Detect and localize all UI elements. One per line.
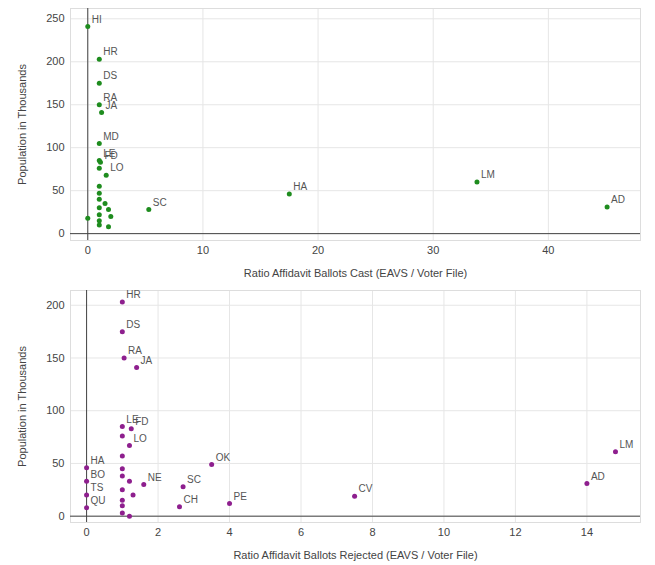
svg-text:200: 200	[46, 55, 64, 67]
svg-text:HA: HA	[293, 181, 307, 192]
svg-text:10: 10	[438, 526, 450, 538]
svg-text:DS: DS	[126, 319, 140, 330]
svg-text:Ratio Affidavit Ballots Reject: Ratio Affidavit Ballots Rejected (EAVS /…	[233, 549, 477, 561]
svg-text:SC: SC	[187, 474, 201, 485]
svg-text:HR: HR	[103, 46, 117, 57]
svg-text:NE: NE	[148, 472, 162, 483]
svg-text:8: 8	[369, 526, 375, 538]
svg-text:40: 40	[542, 244, 554, 256]
svg-text:14: 14	[581, 526, 593, 538]
svg-text:100: 100	[46, 404, 64, 416]
svg-text:2: 2	[155, 526, 161, 538]
svg-text:HR: HR	[126, 289, 140, 300]
svg-text:LE: LE	[126, 413, 139, 425]
svg-text:OK: OK	[216, 452, 231, 463]
svg-text:150: 150	[46, 98, 64, 110]
svg-text:FD: FD	[104, 150, 117, 161]
svg-text:HA: HA	[91, 455, 105, 466]
svg-text:10: 10	[197, 244, 209, 256]
svg-text:LM: LM	[481, 169, 495, 180]
svg-text:Ratio Affidavit Ballots Cast (: Ratio Affidavit Ballots Cast (EAVS / Vot…	[244, 267, 467, 279]
svg-text:JA: JA	[106, 100, 118, 111]
svg-text:12: 12	[509, 526, 521, 538]
svg-text:LO: LO	[110, 162, 124, 173]
svg-text:AD: AD	[591, 471, 605, 482]
svg-text:LO: LO	[133, 433, 147, 444]
svg-text:JA: JA	[141, 355, 153, 366]
svg-text:100: 100	[46, 141, 64, 153]
svg-text:50: 50	[52, 184, 64, 196]
svg-text:30: 30	[427, 244, 439, 256]
svg-text:50: 50	[52, 457, 64, 469]
svg-text:200: 200	[46, 299, 64, 311]
svg-text:0: 0	[85, 244, 91, 256]
svg-text:250: 250	[46, 12, 64, 24]
svg-text:Population in Thousands: Population in Thousands	[16, 64, 28, 185]
svg-text:RA: RA	[128, 345, 142, 357]
svg-text:LM: LM	[619, 439, 633, 450]
svg-text:QU: QU	[91, 495, 106, 506]
svg-text:SC: SC	[153, 197, 167, 208]
svg-text:MD: MD	[103, 131, 119, 142]
svg-text:PE: PE	[234, 491, 248, 502]
svg-text:150: 150	[46, 352, 64, 364]
svg-text:HI: HI	[92, 14, 102, 25]
svg-text:DS: DS	[103, 70, 117, 81]
svg-text:RA: RA	[103, 91, 118, 103]
svg-text:AD: AD	[611, 194, 625, 205]
svg-text:CV: CV	[359, 483, 373, 494]
svg-text:BO: BO	[91, 469, 106, 480]
svg-text:4: 4	[226, 526, 232, 538]
svg-text:TS: TS	[91, 482, 104, 493]
svg-text:CH: CH	[183, 494, 197, 505]
svg-text:FD: FD	[135, 416, 148, 427]
svg-text:Population in Thousands: Population in Thousands	[16, 346, 28, 467]
svg-text:6: 6	[298, 526, 304, 538]
svg-text:0: 0	[58, 510, 64, 522]
svg-text:20: 20	[312, 244, 324, 256]
svg-text:0: 0	[84, 526, 90, 538]
svg-text:0: 0	[58, 227, 64, 239]
